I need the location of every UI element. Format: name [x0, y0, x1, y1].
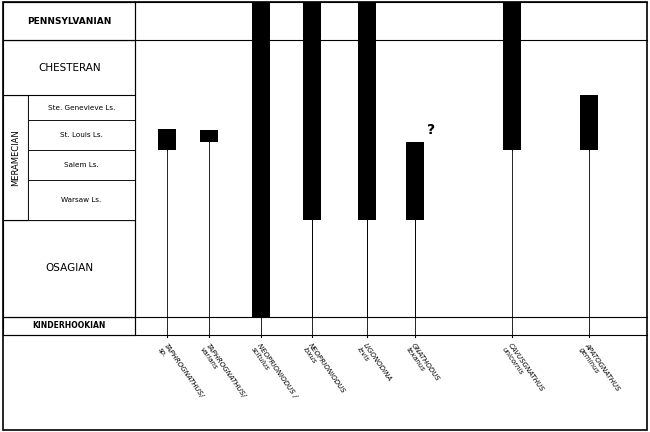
Text: CHESTERAN: CHESTERAN	[38, 63, 101, 73]
Text: TAPHROGNATHUS/
sp.: TAPHROGNATHUS/ sp.	[157, 343, 204, 403]
Text: APATOGNATHUS
geminus: APATOGNATHUS geminus	[578, 343, 621, 396]
Text: GNATHODUS
texanus: GNATHODUS texanus	[404, 343, 441, 387]
Bar	[3, 317, 135, 335]
Bar	[159, 129, 176, 150]
Bar	[3, 95, 28, 220]
Text: ?: ?	[427, 123, 436, 137]
Bar	[3, 220, 135, 317]
Text: OSAGIAN: OSAGIAN	[45, 263, 93, 273]
Bar	[502, 2, 521, 150]
Text: KINDERHOOKIAN: KINDERHOOKIAN	[32, 321, 106, 330]
Text: CAVUSGNATHUS
unicornis: CAVUSGNATHUS unicornis	[501, 343, 545, 397]
Text: Ste. Genevieve Ls.: Ste. Genevieve Ls.	[47, 105, 115, 111]
Bar	[28, 120, 135, 150]
Text: St. Louis Ls.: St. Louis Ls.	[60, 132, 103, 138]
Bar	[406, 142, 424, 220]
Text: MERAMECIAN: MERAMECIAN	[11, 129, 20, 186]
Text: NEOPRIONIODUS /
scitulus: NEOPRIONIODUS / scitulus	[250, 343, 298, 403]
Text: LIGONODINA
levis: LIGONODINA levis	[356, 343, 393, 387]
Text: Warsaw Ls.: Warsaw Ls.	[61, 197, 101, 203]
Bar	[358, 2, 376, 220]
Bar	[3, 95, 135, 220]
Bar	[200, 130, 218, 142]
Bar	[252, 2, 270, 317]
Bar	[28, 180, 135, 220]
Text: PENNSYLVANIAN: PENNSYLVANIAN	[27, 17, 111, 26]
Text: Salem Ls.: Salem Ls.	[64, 162, 99, 168]
Text: TAPHROGNATHUS/
varians: TAPHROGNATHUS/ varians	[198, 343, 246, 403]
Bar	[580, 95, 598, 150]
Bar	[3, 41, 135, 95]
Bar	[28, 95, 135, 120]
Text: NEOPRIONIODUS
loxus: NEOPRIONIODUS loxus	[302, 343, 346, 399]
Bar	[3, 2, 135, 41]
Bar	[28, 150, 135, 180]
Bar	[303, 2, 321, 220]
